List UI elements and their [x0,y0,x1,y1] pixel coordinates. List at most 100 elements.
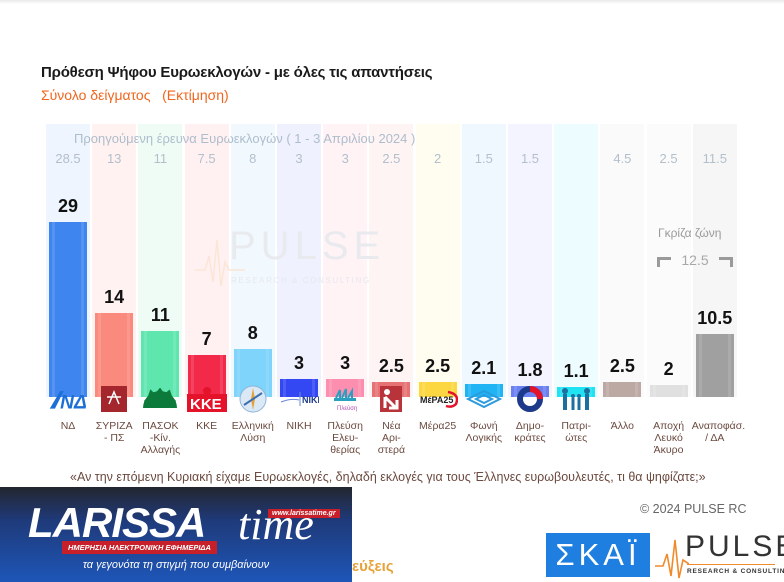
bar-highlight [52,222,84,397]
dimokrates-logo-icon [510,384,550,414]
svg-text:ΝΙΚΗ: ΝΙΚΗ [302,395,319,405]
column-strip [646,124,691,397]
previous-survey-caption: Προηγούμενη έρευνα Ευρωεκλογών ( 1 - 3 Α… [74,131,416,146]
column-strip [369,124,414,397]
banner-logo: LARISSA [28,499,206,546]
x-axis-label: Νέα Αρι- στερά [377,420,406,456]
bar[interactable] [49,222,87,397]
bar-highlight [606,382,638,397]
x-axis-label: Ελληνική Λύση [231,420,274,444]
footer-snippet: εύξεις [352,558,394,575]
foni-logikis-logo-icon [464,384,504,414]
x-axis-label: ΠΑΣΟΚ -Κίν. Αλλαγής [140,420,181,456]
x-axis-label: Αποχή Λευκό Άκυρο [653,420,685,456]
kke-logo-icon: KKE [186,384,227,414]
svg-text:ΝΔ: ΝΔ [60,393,87,412]
bracket-right [719,257,733,267]
banner-url[interactable]: www.larissatime.gr [268,509,340,518]
bar-value: 11 [150,304,170,325]
pulse-logo-text: PULSE [685,530,784,563]
banner-strapline: ΗΜΕΡΗΣΙΑ ΗΛΕΚΤΡΟΝΙΚΗ ΕΦΗΜΕΡΙΔΑ [62,541,217,554]
bar[interactable] [649,384,688,397]
bar-highlight [699,334,731,397]
bar-value: 3 [340,352,351,373]
bar[interactable] [141,330,180,397]
bar-highlight [653,385,685,397]
svg-text:ΜέΡΑ25: ΜέΡΑ25 [420,395,453,405]
banner-tagline: τα γεγονότα τη στιγμή που συμβαίνουν [82,559,270,571]
previous-value: 3 [341,151,349,166]
bar-value: 8 [247,322,258,343]
watermark-text: PULSE [229,224,386,268]
top-shadow [0,0,784,4]
nea-aristera-logo-icon [371,384,411,414]
bar[interactable] [603,381,642,397]
nd-logo-icon: ΝΔ [48,384,88,414]
bar-value: 2.5 [609,355,635,376]
column-strip [554,124,599,397]
column-strip [323,124,368,397]
pasok-logo-icon [140,384,180,414]
patriotes-logo-icon [556,384,596,414]
bar-value: 2.1 [471,358,497,379]
previous-value: 7.5 [197,151,216,166]
previous-value: 13 [106,151,122,166]
previous-value: 8 [249,151,257,166]
x-axis-label: ΚΚΕ [196,420,218,432]
skai-logo: ΣΚΑΪ [546,533,650,577]
previous-value: 1.5 [474,151,493,166]
previous-value: 2 [433,151,442,166]
bar[interactable] [695,333,734,397]
pulse-wave-icon [655,539,689,579]
grey-zone-label: Γκρίζα ζώνη [658,226,722,240]
previous-value: 2.5 [382,151,401,166]
x-axis-label: ΝΙΚΗ [286,420,312,432]
x-axis-label: Άλλο [610,420,634,432]
previous-value: 28.5 [55,151,81,166]
survey-question: «Αν την επόμενη Κυριακή είχαμε Ευρωεκλογ… [70,470,706,484]
bar-value: 7 [201,328,212,349]
x-axis-label: Αναποφάσ. / ΔΑ [691,420,746,444]
column-strip [461,124,506,397]
chart-title: Πρόθεση Ψήφου Ευρωεκλογών - με όλες τις … [41,64,433,81]
copyright: © 2024 PULSE RC [640,502,747,516]
grey-zone-bracket: 12.5 [657,252,733,270]
x-axis-label: ΣΥΡΙΖΑ - ΠΣ [95,420,133,444]
bar-value: 29 [57,196,79,217]
previous-value: 2.5 [659,151,678,166]
bar[interactable] [95,312,134,397]
column-strip [508,124,552,397]
pulse-watermark: PULSE RESEARCH & CONSULTING [195,224,380,290]
bar-value: 10.5 [697,307,733,328]
pulse-logo-subtext: RESEARCH & CONSULTING [687,568,784,575]
bar-value: 1.1 [563,361,589,381]
previous-value: 1.5 [520,151,540,166]
mera25-logo-icon: ΜέΡΑ25 [418,384,458,414]
column-strip [600,124,645,397]
bar[interactable] [557,387,596,397]
plefsi-logo-icon: Πλεύση [325,384,365,414]
bar-value: 1.8 [517,360,543,381]
bar[interactable] [280,378,318,397]
column-strip [415,124,460,397]
chart-subtitle: Σύνολο δείγματος (Εκτίμηση) [41,87,229,103]
previous-value: 11.5 [702,151,727,166]
previous-value: 11 [153,151,168,166]
elliniki-lysi-logo-icon [233,384,273,414]
x-axis-label: Φωνή Λογικής [465,420,503,444]
watermark-subtext: RESEARCH & CONSULTING [231,276,371,285]
pulse-logo: PULSE RESEARCH & CONSULTING [655,530,784,580]
svg-text:Πλεύση: Πλεύση [337,406,357,412]
bar-value: 2.5 [378,355,404,376]
pulse-logo-line [687,564,775,565]
column-strip [184,124,229,397]
bar-value: 2 [663,358,674,379]
niki-logo-icon: ΝΙΚΗ [279,384,319,414]
larissatime-banner[interactable]: LARISSA time www.larissatime.gr ΗΜΕΡΗΣΙΑ… [0,487,352,582]
previous-value: 4.5 [613,151,632,166]
bar[interactable] [418,381,457,397]
x-axis-label: Μέρα25 [419,420,457,432]
bar[interactable] [326,378,365,397]
bracket-left [657,257,671,267]
syriza-logo-icon [94,384,134,414]
